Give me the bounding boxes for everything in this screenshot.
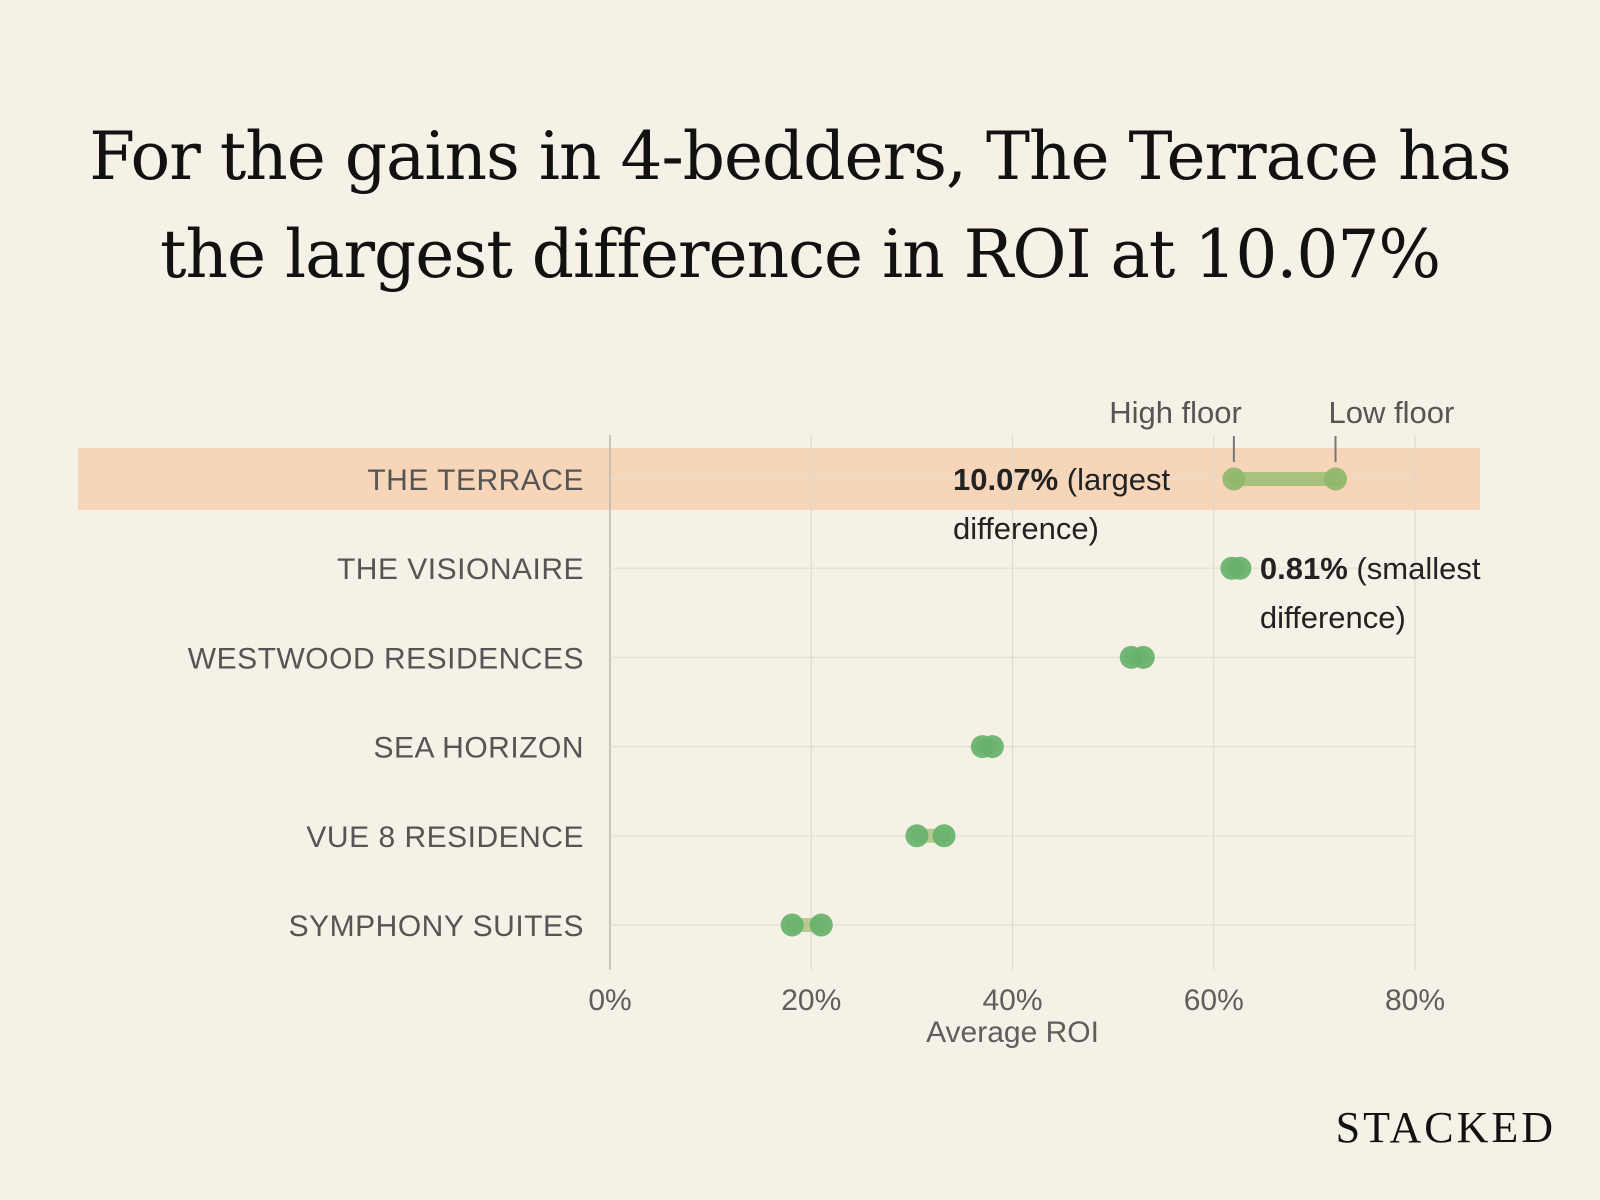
category-label: SEA HORIZON bbox=[373, 732, 584, 765]
annotation-line-1: 10.07% (largest bbox=[953, 462, 1171, 497]
category-label: SYMPHONY SUITES bbox=[289, 910, 584, 943]
category-label: VUE 8 RESIDENCE bbox=[306, 821, 584, 854]
high-floor-point bbox=[905, 824, 929, 848]
low-floor-point bbox=[1131, 645, 1155, 669]
annotation-line-2: difference) bbox=[953, 511, 1099, 546]
annotation-line-2: difference) bbox=[1260, 600, 1406, 635]
annotation-text: (largest bbox=[1058, 462, 1170, 497]
category-label: THE TERRACE bbox=[367, 464, 584, 497]
annotation-value: 0.81% bbox=[1260, 551, 1348, 586]
x-tick-label: 20% bbox=[781, 984, 841, 1017]
low-floor-point bbox=[809, 913, 833, 937]
annotation-value: 10.07% bbox=[953, 462, 1058, 497]
title-line-1: For the gains in 4-bedders, The Terrace … bbox=[89, 118, 1511, 195]
legend-label-low: Low floor bbox=[1329, 395, 1455, 430]
low-floor-point bbox=[1324, 467, 1348, 491]
annotation-text: (smallest bbox=[1348, 551, 1481, 586]
high-floor-point bbox=[780, 913, 804, 937]
x-axis-title: Average ROI bbox=[926, 1016, 1099, 1049]
annotation-line-1: 0.81% (smallest bbox=[1260, 551, 1481, 586]
legend-label-high: High floor bbox=[1109, 395, 1242, 430]
category-label: WESTWOOD RESIDENCES bbox=[188, 642, 584, 675]
chart-title: For the gains in 4-bedders, The Terrace … bbox=[0, 108, 1600, 304]
high-floor-point bbox=[1222, 467, 1246, 491]
low-floor-point bbox=[980, 735, 1004, 759]
brand-logo: STACKED bbox=[1335, 1103, 1556, 1152]
x-tick-label: 60% bbox=[1184, 984, 1244, 1017]
title-line-2: the largest difference in ROI at 10.07% bbox=[159, 216, 1441, 293]
low-floor-point bbox=[932, 824, 956, 848]
x-tick-label: 80% bbox=[1385, 984, 1445, 1017]
low-floor-point bbox=[1228, 556, 1252, 580]
category-label: THE VISIONAIRE bbox=[337, 553, 584, 586]
x-tick-label: 0% bbox=[588, 984, 631, 1017]
x-tick-label: 40% bbox=[982, 984, 1042, 1017]
